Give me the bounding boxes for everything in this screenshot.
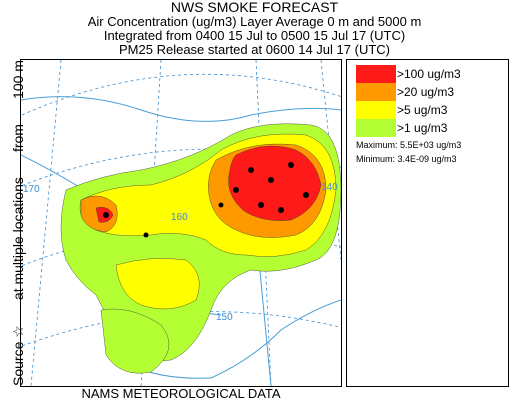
legend-label-1: >1 ug/m3 [397, 121, 448, 135]
fire-source-icon [278, 207, 284, 213]
legend-entry-100: >100 ug/m3 [356, 65, 461, 83]
smoke-plume [60, 123, 341, 374]
source-side-label: Source ☆ at multiple locations from 100 … [2, 60, 26, 386]
map-canvas: 170 160 150 140 [21, 60, 341, 386]
legend-swatch-orange [356, 83, 396, 101]
legend-swatch-yellow [356, 101, 396, 119]
fire-source-icon [233, 187, 239, 193]
fire-source-icon [248, 167, 254, 173]
legend-entry-1: >1 ug/m3 [356, 119, 447, 137]
fire-source-icon [303, 192, 309, 198]
grid-label-170: 170 [23, 184, 40, 195]
fire-source-icon [143, 232, 149, 238]
source-markers [103, 162, 309, 238]
forecast-title: NWS SMOKE FORECAST [170, 0, 339, 15]
grid-label-150: 150 [216, 312, 233, 323]
concentration-subtitle: Air Concentration (ug/m3) Layer Average … [87, 14, 422, 29]
plume-level-2b [115, 258, 200, 310]
legend-label-100: >100 ug/m3 [397, 67, 461, 81]
plume-level-4 [228, 145, 322, 221]
release-start: PM25 Release started at 0600 14 Jul 17 (… [119, 42, 390, 57]
minimum-value: Minimum: 3.4E-09 ug/m3 [356, 154, 457, 164]
integration-period: Integrated from 0400 15 Jul to 0500 15 J… [103, 28, 406, 43]
grid-label-140: 140 [321, 182, 338, 193]
smoke-map: 170 160 150 140 [20, 59, 342, 387]
legend-entry-5: >5 ug/m3 [356, 101, 447, 119]
legend-entry-20: >20 ug/m3 [356, 83, 454, 101]
maximum-value: Maximum: 5.5E+03 ug/m3 [356, 140, 462, 150]
fire-source-icon [268, 177, 274, 183]
legend-label-5: >5 ug/m3 [397, 103, 448, 117]
legend-swatch-red [356, 65, 396, 83]
fire-source-icon [103, 212, 109, 218]
legend-label-20: >20 ug/m3 [397, 85, 455, 99]
fire-source-icon [288, 162, 294, 168]
legend-swatch-green [356, 119, 396, 137]
grid-label-160: 160 [171, 212, 188, 223]
plume-level-1b [100, 308, 170, 374]
fire-source-icon [258, 202, 264, 208]
fire-source-icon [218, 202, 224, 208]
legend-panel: >100 ug/m3 >20 ug/m3 >5 ug/m3 >1 ug/m3 M… [346, 59, 509, 387]
met-data-label: NAMS METEOROLOGICAL DATA [81, 386, 281, 401]
